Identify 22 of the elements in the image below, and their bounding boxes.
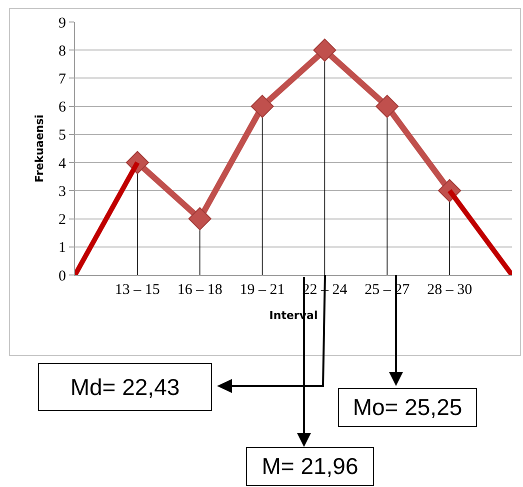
text: Mo= 25,25 [338,388,477,427]
y-tick-label: 0 [58,268,66,284]
point [376,94,399,118]
x-tick-label: 28 – 30 [427,282,472,298]
y-tick-label: 3 [58,184,66,200]
y-tick-label: 9 [58,15,66,32]
point [188,207,212,230]
text: Md= 22,43 [38,363,212,411]
y-tick-label: 8 [58,43,66,60]
point [250,94,274,118]
y-tick-label: 6 [58,100,66,116]
y-tick-label: 7 [58,71,66,88]
x-tick-label: 13 – 15 [114,282,160,298]
x-tick-label: 16 – 18 [177,282,222,298]
y-tick-label: 2 [58,212,66,228]
point [313,38,336,62]
y-tick-label: 5 [58,128,66,144]
text: M= 21,96 [246,447,374,486]
y-tick-label: 1 [58,240,66,256]
x-tick-label: 19 – 21 [240,282,285,298]
y-axis-title: Frekuaensi [33,114,46,182]
y-tick-label: 4 [58,156,66,172]
